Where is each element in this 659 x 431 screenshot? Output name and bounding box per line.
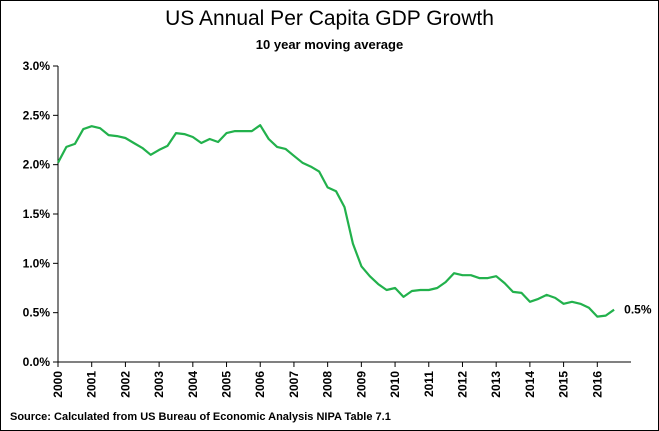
x-tick-label: 2007 — [287, 371, 301, 398]
y-tick-label: 2.5% — [23, 108, 51, 122]
x-tick-label: 2000 — [51, 371, 65, 398]
series-line — [57, 124, 615, 318]
x-tick-label: 2001 — [85, 371, 99, 398]
x-axis: 2000 2001 2002 2003 2004 2005 2006 2007 2008 2009… — [51, 361, 631, 398]
x-tick-label: 2008 — [321, 371, 335, 398]
y-tick-label: 0.5% — [23, 306, 51, 320]
x-tick-label: 2016 — [590, 371, 604, 398]
y-tick-label: 3.0% — [23, 59, 51, 73]
x-tick-label: 2010 — [388, 371, 402, 398]
chart-title: US Annual Per Capita GDP Growth — [165, 7, 494, 30]
x-tick-label: 2011 — [422, 371, 436, 397]
y-tick-label: 0.0% — [23, 355, 51, 369]
end-value-label: 0.5% — [624, 303, 652, 317]
x-tick-label: 2015 — [557, 371, 571, 398]
y-axis: 0.0% 0.5% 1.0% 1.5% 2.0% 2.5% 3.0% — [23, 59, 59, 369]
end-label-group: 0.5% — [624, 303, 652, 317]
x-tick-label: 2005 — [220, 371, 234, 398]
y-tick-label: 2.0% — [23, 158, 51, 172]
x-tick-label: 2006 — [253, 371, 267, 398]
x-tick-label: 2009 — [354, 371, 368, 398]
x-tick-label: 2003 — [152, 371, 166, 398]
y-tick-label: 1.0% — [23, 256, 51, 270]
x-tick-label: 2004 — [186, 371, 200, 398]
x-tick-label: 2013 — [489, 371, 503, 398]
x-tick-label: 2014 — [523, 371, 537, 398]
x-tick-label: 2012 — [455, 371, 469, 398]
y-tick-label: 1.5% — [23, 207, 51, 221]
series-line-path — [57, 124, 615, 318]
source-note: Source: Calculated from US Bureau of Eco… — [10, 411, 391, 423]
x-tick-label: 2002 — [118, 371, 132, 398]
chart-subtitle: 10 year moving average — [255, 37, 404, 52]
